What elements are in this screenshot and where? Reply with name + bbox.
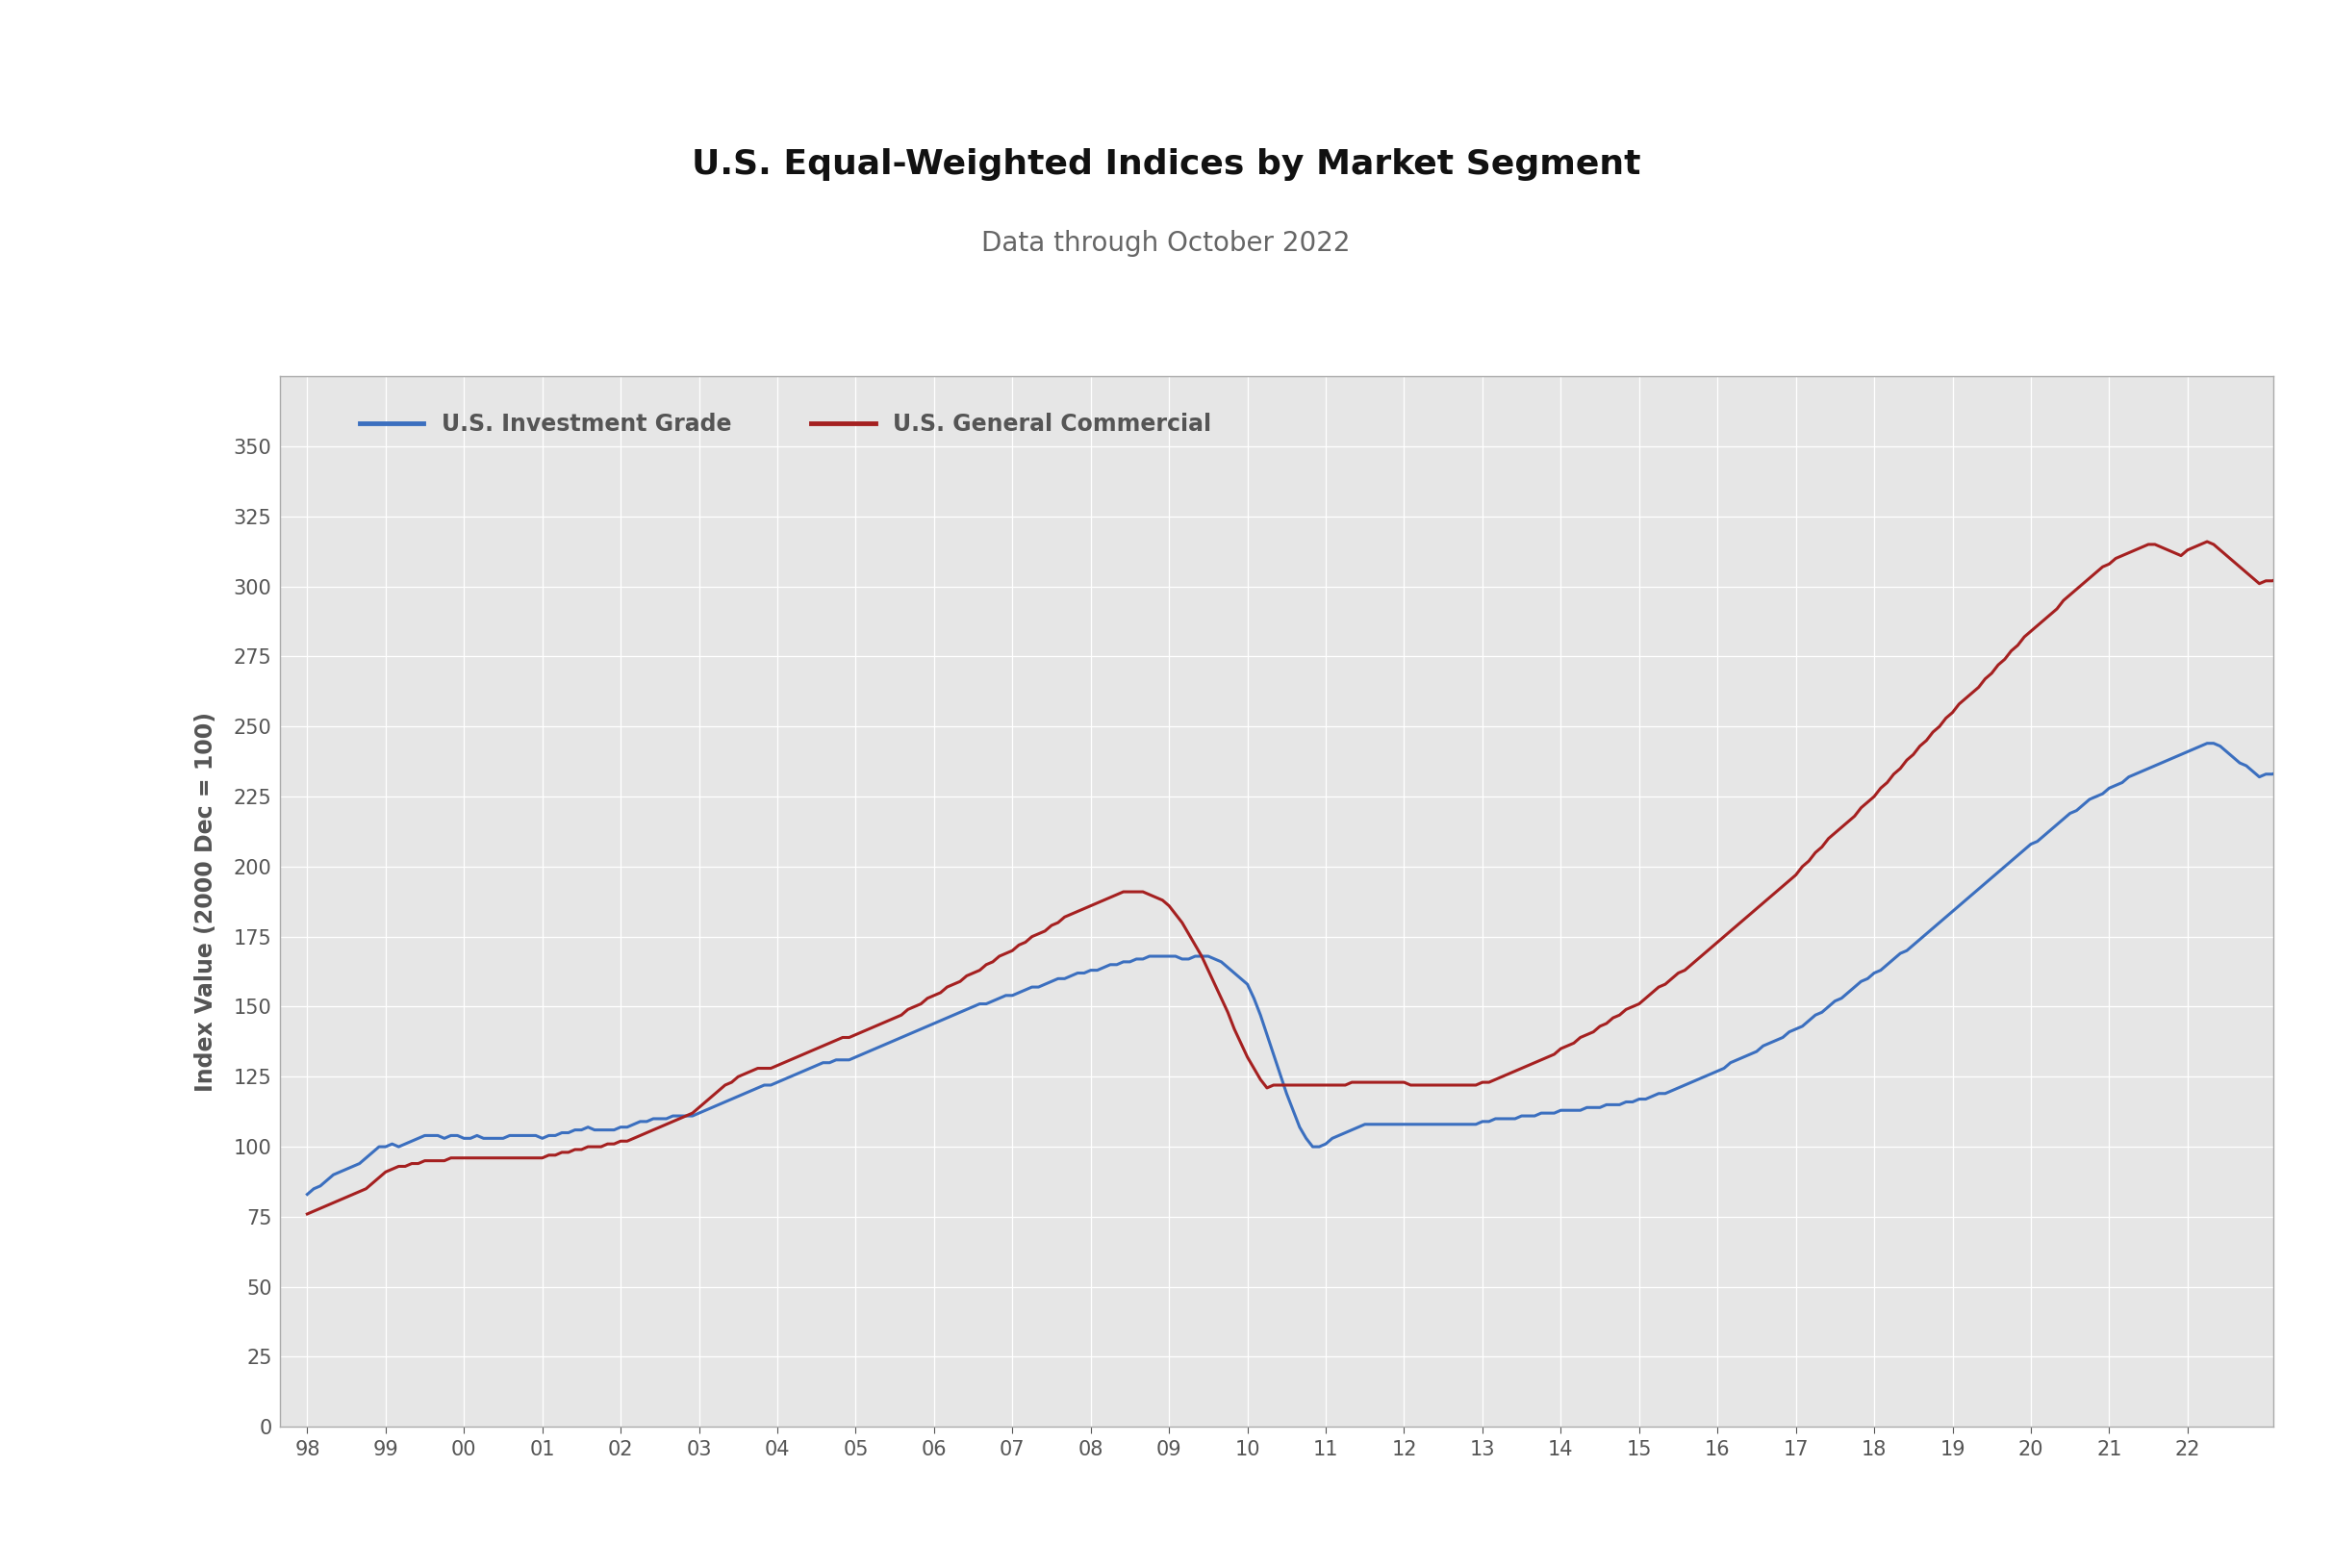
Text: U.S. Equal-Weighted Indices by Market Segment: U.S. Equal-Weighted Indices by Market Se…: [693, 149, 1639, 180]
Y-axis label: Index Value (2000 Dec = 100): Index Value (2000 Dec = 100): [194, 712, 217, 1091]
Legend: U.S. Investment Grade, U.S. General Commercial: U.S. Investment Grade, U.S. General Comm…: [352, 403, 1222, 445]
Text: Data through October 2022: Data through October 2022: [982, 229, 1350, 257]
